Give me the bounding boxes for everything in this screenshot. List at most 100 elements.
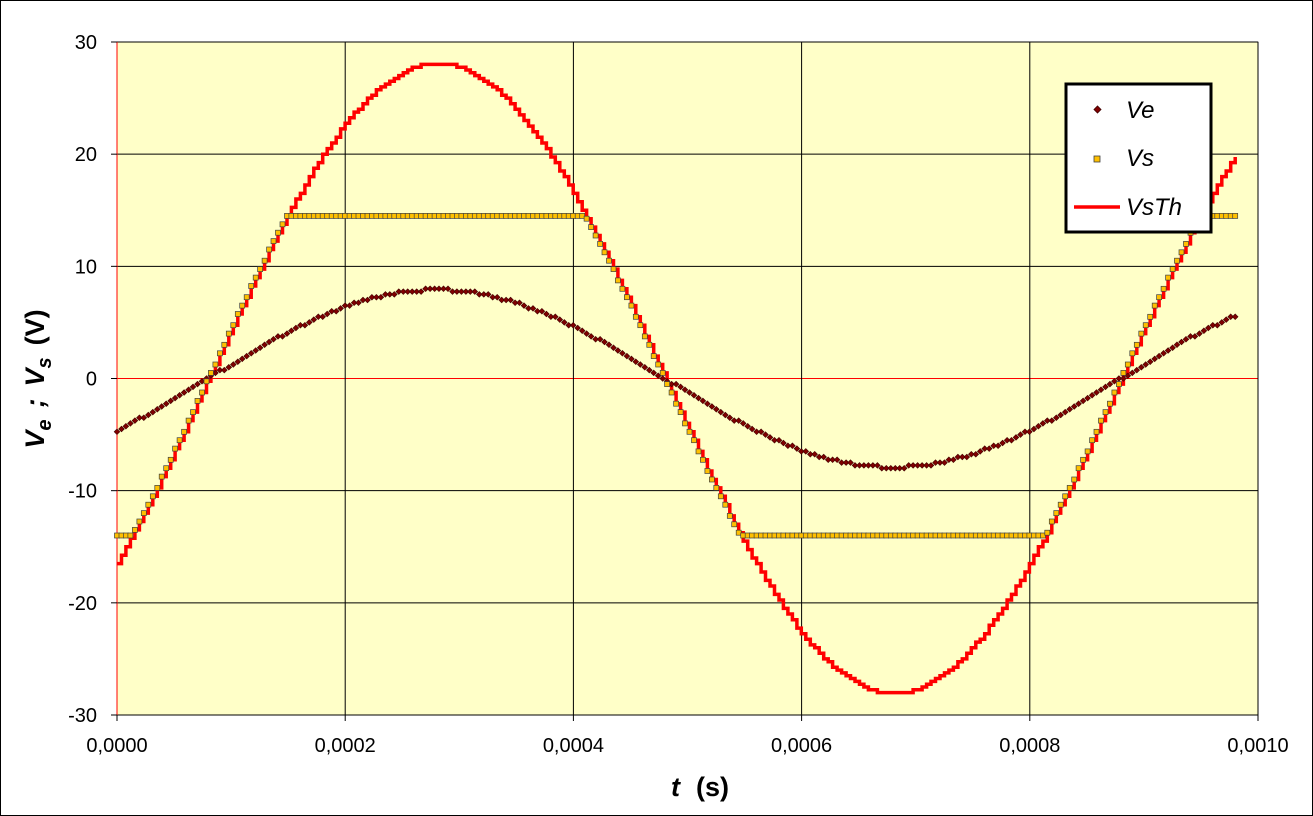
vs-point xyxy=(1044,529,1051,536)
ve-point xyxy=(963,453,971,461)
ve-point xyxy=(498,296,505,304)
ve-point xyxy=(171,394,179,402)
ve-point xyxy=(462,288,470,295)
axes xyxy=(111,41,1259,721)
ve-point xyxy=(288,327,295,335)
vs-point xyxy=(677,409,684,415)
vs-point xyxy=(731,521,738,528)
ve-point xyxy=(149,408,157,416)
ve-point xyxy=(1169,344,1176,351)
vs-point xyxy=(181,428,187,435)
ve-point xyxy=(377,293,385,301)
ve-point xyxy=(145,411,152,419)
ve-point xyxy=(677,383,684,391)
y-axis-title-v1: V xyxy=(20,429,50,449)
vs-point xyxy=(1169,266,1176,272)
vs-point xyxy=(239,302,246,309)
ve-point xyxy=(1102,383,1109,391)
ve-point xyxy=(1205,324,1212,332)
vs-point xyxy=(1151,302,1158,309)
ve-point xyxy=(194,380,201,388)
ve-point xyxy=(1196,330,1203,337)
vs-point xyxy=(203,378,210,385)
ve-point xyxy=(699,397,707,405)
vs-point xyxy=(1178,249,1185,256)
ve-point xyxy=(735,417,742,424)
vs-point xyxy=(1160,285,1167,292)
ve-point xyxy=(359,296,367,304)
ve-point xyxy=(315,313,322,321)
legend-ve-marker xyxy=(1093,105,1102,114)
vs-point xyxy=(243,294,250,301)
x-tick-label: 0,0010 xyxy=(1227,735,1288,757)
vs-point xyxy=(252,274,259,281)
x-axis-title: t (s) xyxy=(671,772,729,802)
ve-point xyxy=(480,291,488,298)
ve-point xyxy=(136,414,143,422)
vs-point xyxy=(140,510,147,516)
ve-point xyxy=(1003,436,1011,444)
ve-point xyxy=(543,310,550,318)
x-tick-label: 0,0008 xyxy=(999,735,1060,757)
ve-point xyxy=(668,380,675,388)
ve-point xyxy=(1048,417,1056,424)
x-tick-label: 0,0002 xyxy=(315,735,376,757)
ve-point xyxy=(561,319,568,326)
vs-point xyxy=(234,311,241,317)
ve-point xyxy=(686,389,693,396)
ve-point xyxy=(256,344,264,351)
ve-point xyxy=(1012,434,1020,441)
ve-point xyxy=(1030,425,1038,433)
vs-point xyxy=(1165,274,1171,281)
ve-point xyxy=(592,335,599,343)
vs-point xyxy=(194,398,201,404)
ve-point xyxy=(793,445,801,452)
vs-point xyxy=(691,437,697,444)
vs-point xyxy=(176,437,183,444)
ve-point xyxy=(1209,321,1217,329)
vs-point xyxy=(1062,493,1069,500)
ve-point xyxy=(516,299,523,307)
ve-point xyxy=(538,307,546,315)
ve-point xyxy=(368,293,376,301)
ve-point xyxy=(122,422,130,430)
ve-point xyxy=(918,462,926,469)
vs-point xyxy=(1084,448,1091,455)
y-tick-label: 0 xyxy=(86,369,97,391)
vs-point xyxy=(682,420,688,427)
vs-point xyxy=(1183,241,1189,247)
ve-point xyxy=(1115,375,1123,382)
ve-point xyxy=(646,366,653,374)
ve-point xyxy=(1079,397,1087,405)
ve-point xyxy=(847,459,854,466)
vs-point xyxy=(270,238,277,244)
ve-point xyxy=(265,338,273,346)
ve-point xyxy=(681,386,689,393)
ve-point xyxy=(118,425,125,433)
ve-point xyxy=(1021,428,1029,436)
vs-point xyxy=(257,266,263,272)
ve-point xyxy=(1106,380,1114,388)
vs-point xyxy=(717,493,724,500)
ve-point xyxy=(950,456,957,464)
vs-point xyxy=(266,246,272,253)
ve-point xyxy=(225,364,233,371)
ve-point xyxy=(887,464,895,472)
ve-point xyxy=(1044,417,1051,424)
ve-point xyxy=(162,400,170,407)
ve-point xyxy=(283,330,291,337)
x-tick-label: 0,0004 xyxy=(543,735,604,757)
ve-point xyxy=(994,442,1002,450)
ve-point xyxy=(417,288,425,295)
ve-point xyxy=(511,299,519,307)
ve-point xyxy=(869,462,877,469)
vs-point xyxy=(646,341,653,348)
vs-point xyxy=(1147,313,1154,320)
ve-point xyxy=(896,464,903,472)
ve-point xyxy=(310,316,318,323)
y-tick-label: 10 xyxy=(75,256,97,278)
ve-point xyxy=(780,439,787,447)
ve-point xyxy=(856,462,863,469)
ve-point xyxy=(364,296,371,304)
ve-point xyxy=(820,453,827,461)
